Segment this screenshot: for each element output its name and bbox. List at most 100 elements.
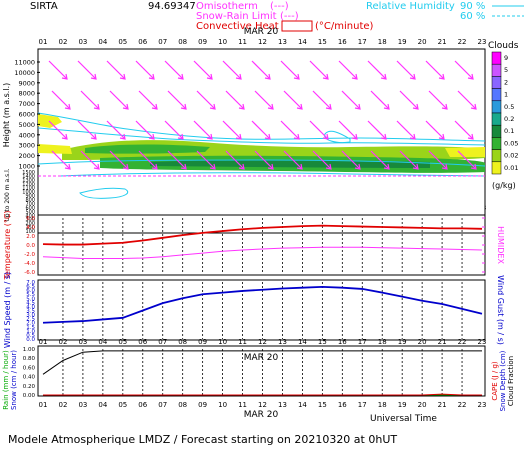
wind-arrow-head [351, 133, 358, 140]
wind-arrow [254, 90, 274, 110]
wind-arrow [370, 150, 390, 170]
height-tick-label-low: 1100 [22, 186, 35, 192]
hour-tick-label: 10 [218, 401, 227, 409]
wind-arrow-head [293, 133, 300, 140]
wind-arrow-head [409, 133, 416, 140]
y-tick-label: 0.60 [23, 365, 36, 371]
hour-tick-label: 05 [118, 338, 127, 346]
wind-arrow-head [235, 73, 242, 80]
hour-tick-label: 02 [58, 338, 67, 346]
height-tick-label-low: 800 [25, 198, 35, 204]
colorbar-cell [491, 88, 502, 102]
y-tick-label: -4.0 [24, 261, 35, 267]
hour-tick-label: 19 [398, 338, 407, 346]
wind-arrow-head [325, 103, 332, 110]
wind-arrow-head [235, 133, 242, 140]
hour-tick-label: 04 [98, 401, 107, 409]
overlap-text: Omisotherm [196, 1, 258, 12]
colorbar-label: 0.5 [504, 103, 514, 111]
hour-tick-label: 03 [78, 338, 87, 346]
legend-convective-unit: (°C/minute) [315, 21, 374, 32]
rh-contour-3 [37, 159, 486, 167]
y-tick-label: 1.5 [26, 325, 35, 331]
height-tick-label-low: 100 [25, 229, 35, 235]
wind-arrow-head [264, 133, 271, 140]
cloud-panel-frame [37, 48, 486, 234]
hour-tick-label: 18 [378, 401, 387, 409]
universal-time-label: Universal Time [370, 414, 437, 424]
wind-arrow [309, 60, 329, 80]
wind-arrow [196, 90, 216, 110]
legend-rh: Relative Humidity [366, 1, 455, 12]
hour-tick-label: 02 [58, 401, 67, 409]
wind-arrow [457, 150, 477, 170]
hour-tick-label: 09 [198, 338, 207, 346]
hour-tick-label: 07 [158, 338, 167, 346]
hour-tick-label: 10 [218, 38, 227, 46]
y-tick-label: -2.0 [24, 252, 35, 258]
wind-arrow-head [151, 163, 158, 170]
wind-arrow [51, 90, 71, 110]
wind-arrow-head [380, 73, 387, 80]
colorbar-cell [491, 63, 502, 77]
wind-arrow [454, 60, 474, 80]
wind-arrow-head [470, 163, 477, 170]
wind-arrow-head [296, 163, 303, 170]
forecast-title: Modele Atmospherique LMDZ / Forecast sta… [8, 433, 397, 446]
hour-tick-label: 01 [39, 401, 48, 409]
hour-tick-label: 13 [278, 338, 287, 346]
wind-arrow-head [148, 133, 155, 140]
wind-arrow [167, 150, 187, 170]
snow-axis-label: Snow (cm / hour) [10, 350, 18, 410]
hour-tick-label: 03 [78, 401, 87, 409]
hour-tick-label: 12 [258, 401, 267, 409]
wind-arrow [77, 60, 97, 80]
height-tick-label-low: 700 [25, 201, 35, 207]
y-tick-label: 0.40 [23, 375, 36, 381]
wind-arrow [280, 60, 300, 80]
y-tick-label: 0.80 [23, 356, 36, 362]
date-label: MAR 20 [244, 410, 279, 420]
hour-tick-label: 17 [358, 338, 367, 346]
wind-arrow-head [93, 103, 100, 110]
wind-arrow [338, 120, 358, 140]
wind-arrow-head [209, 103, 216, 110]
wind-arrow [225, 90, 245, 110]
legend-rh-90: 90 % [460, 1, 485, 12]
colorbar-label: 5 [504, 66, 508, 74]
wind-arrow-head [354, 103, 361, 110]
hour-tick-label: 21 [438, 401, 447, 409]
wind-arrow [167, 90, 187, 110]
wind-arrow-head [90, 73, 97, 80]
wind-arrow-head [383, 163, 390, 170]
y-tick-label: 1.0 [26, 329, 35, 335]
wind-arrows [48, 60, 477, 170]
hour-tick-label: 22 [458, 338, 467, 346]
temperature-panel: 6.0 4.0 2.0 0.0 -2.0 -4.0 -6.0 Temperature (°C… [3, 210, 505, 280]
height-tick-label-low: 150 [25, 225, 35, 231]
wind-arrow [109, 150, 129, 170]
wind-arrow-head [238, 163, 245, 170]
colorbar-cell [491, 124, 502, 138]
hour-tick-label: 16 [338, 38, 347, 46]
wind-arrow-head [351, 73, 358, 80]
hour-tick-label: 19 [398, 38, 407, 46]
hour-tick-label: 14 [298, 38, 307, 46]
wind-arrow-head [354, 163, 361, 170]
wind-arrow-head [264, 73, 271, 80]
wind-arrow-head [148, 73, 155, 80]
wind-arrow [312, 150, 332, 170]
snow-depth-axis-label: Snow Depth (cm) [499, 350, 507, 411]
wind-arrow-head [322, 73, 329, 80]
wind-arrow-head [61, 73, 68, 80]
wind-arrow-head [177, 73, 184, 80]
wind-panel: 7.06.56.05.55.04.54.03.53.02.52.01.51.00… [3, 272, 505, 348]
wind-arrow-head [322, 133, 329, 140]
hour-tick-label: 23 [478, 401, 487, 409]
wind-arrow-head [122, 163, 129, 170]
hour-tick-label: 21 [438, 338, 447, 346]
y-tick-label: 2.5 [26, 317, 35, 323]
wind-arrow [338, 60, 358, 80]
precipitation-panel-frame [37, 345, 486, 397]
